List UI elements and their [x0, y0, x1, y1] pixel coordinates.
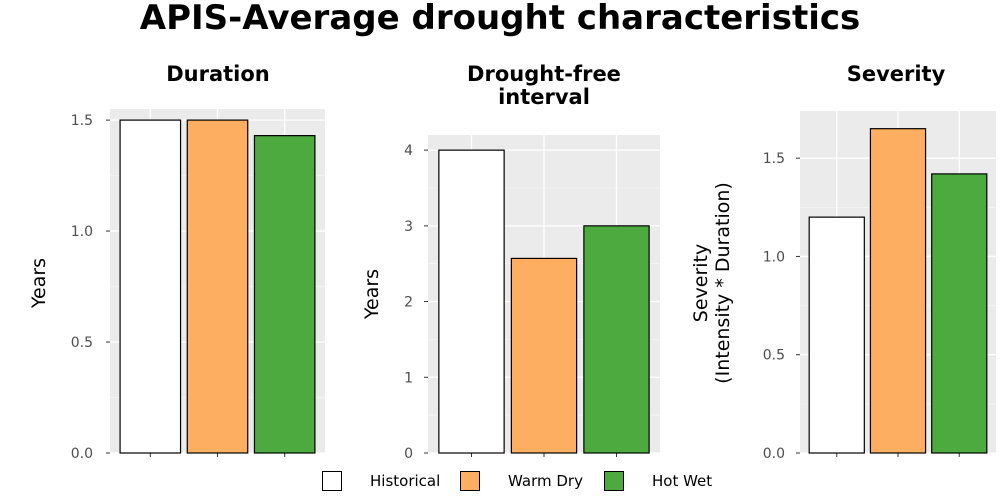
bar-hot-wet — [253, 135, 316, 454]
bar-warm-dry — [869, 128, 927, 454]
y-axis-title: Years — [361, 269, 383, 320]
chart-title: APIS-Average drought characteristics — [139, 0, 861, 38]
y-tick-label: 4 — [404, 143, 413, 159]
y-axis-title: Years — [28, 258, 50, 309]
y-tick-label: 3 — [404, 219, 413, 235]
legend-label: Warm Dry — [508, 472, 583, 490]
y-tick-label: 0.0 — [71, 446, 93, 462]
bar-historical — [438, 149, 505, 454]
y-tick-label: 1.5 — [763, 151, 785, 167]
bar-historical — [808, 216, 865, 454]
y-tick-label: 1.5 — [71, 113, 93, 129]
legend-swatch — [322, 471, 342, 491]
y-tick-label: 1.0 — [71, 224, 93, 240]
legend-swatch — [460, 471, 480, 491]
panel-title-line: Duration — [166, 62, 270, 86]
bar-warm-dry — [510, 257, 578, 454]
y-tick-label: 0.5 — [71, 335, 93, 351]
legend-label: Hot Wet — [652, 472, 713, 490]
y-axis-title-line: (Intensity * Duration) — [712, 182, 734, 384]
bar-warm-dry — [186, 119, 249, 454]
panel-title-duration: Duration — [118, 63, 318, 86]
y-tick-label: 0 — [404, 446, 413, 462]
y-tick-label: 0.5 — [763, 348, 785, 364]
panel-title-line: Drought-free — [467, 62, 621, 86]
panel-title-severity: Severity — [796, 63, 996, 86]
legend-swatch — [604, 471, 624, 491]
legend-label: Historical — [370, 472, 441, 490]
bar-historical — [119, 119, 182, 454]
y-tick-label: 2 — [404, 295, 413, 311]
bar-hot-wet — [583, 225, 650, 454]
y-tick-label: 1 — [404, 370, 413, 386]
y-tick-label: 0.0 — [763, 446, 785, 462]
panel-title-drought-free-interval: Drought-free interval — [424, 63, 664, 109]
panel-title-line: Severity — [846, 62, 946, 86]
y-axis-title-line: Years — [28, 258, 50, 309]
y-axis-title-line: Years — [361, 269, 383, 320]
panel-title-line: interval — [498, 85, 590, 109]
y-tick-label: 1.0 — [763, 249, 785, 265]
y-axis-title-line: Severity — [690, 244, 712, 322]
y-axis-title: Severity(Intensity * Duration) — [690, 182, 734, 384]
bar-hot-wet — [931, 173, 988, 454]
